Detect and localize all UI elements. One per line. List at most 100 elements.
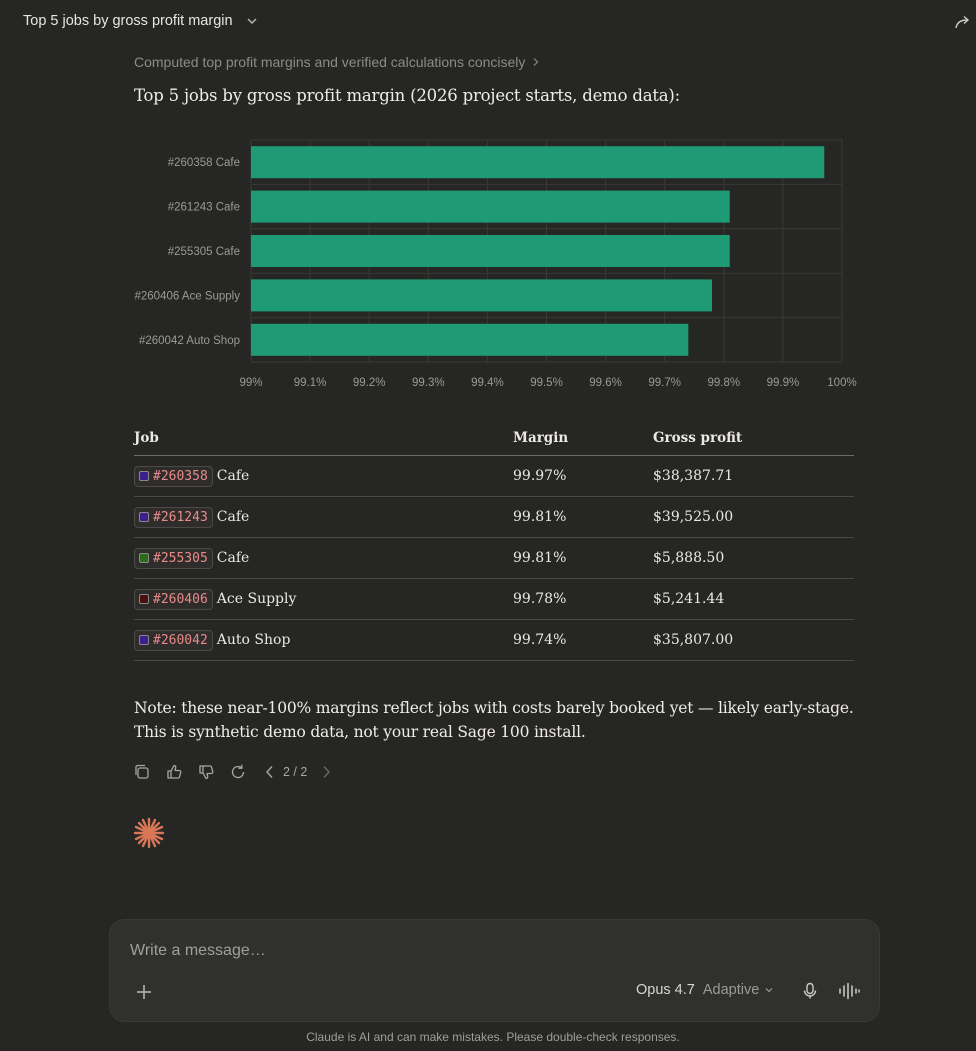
retry-button[interactable]: [229, 763, 247, 781]
table-row: #261243 Cafe 99.81% $39,525.00: [134, 496, 854, 538]
category-label: #260406 Ace Supply: [134, 290, 240, 302]
margin-cell: 99.74%: [513, 619, 653, 661]
margin-cell: 99.81%: [513, 496, 653, 538]
x-tick-label: 99.5%: [530, 377, 563, 389]
job-cell: #255305 Cafe: [134, 537, 513, 579]
previous-version-button[interactable]: [261, 763, 279, 781]
category-label: #260042 Auto Shop: [139, 335, 240, 347]
job-id-tag: #260406: [134, 588, 213, 610]
chart-bar: [251, 323, 689, 356]
x-tick-label: 99.4%: [471, 377, 504, 389]
category-label: #260358 Cafe: [168, 157, 240, 169]
x-tick-label: 99.7%: [648, 377, 681, 389]
x-tick-label: 99.8%: [707, 377, 740, 389]
share-icon[interactable]: [954, 13, 972, 31]
x-tick-label: 100%: [827, 377, 856, 389]
x-tick-label: 99.3%: [412, 377, 445, 389]
gross-profit-cell: $5,241.44: [653, 578, 854, 620]
color-swatch: [139, 553, 149, 563]
note-line: This is synthetic demo data, not your re…: [134, 723, 586, 741]
chart-bar: [251, 235, 730, 267]
color-swatch: [139, 471, 149, 481]
thumbs-up-icon: [167, 764, 182, 779]
job-client: Cafe: [216, 509, 250, 525]
gross-profit-cell: $38,387.71: [653, 455, 854, 497]
claude-spark-icon: [133, 817, 165, 849]
add-attachment-icon[interactable]: [134, 982, 154, 1002]
thumbs-up-button[interactable]: [165, 763, 183, 781]
job-id-tag: #260042: [134, 629, 213, 651]
top-bar: Top 5 jobs by gross profit margin: [0, 0, 976, 44]
margin-bar-chart: #260358 Cafe #261243 Cafe #255305 Cafe #260…: [134, 139, 857, 389]
chevron-right-icon: [533, 58, 539, 66]
chevron-down-icon[interactable]: [246, 15, 258, 27]
job-id: #255305: [153, 550, 208, 566]
table-row: #260042 Auto Shop 99.74% $35,807.00: [134, 619, 854, 661]
chart-bar: [251, 146, 825, 179]
microphone-icon[interactable]: [801, 982, 819, 1000]
job-id: #260406: [153, 591, 208, 607]
message-input[interactable]: [130, 942, 730, 960]
job-client: Ace Supply: [216, 591, 297, 607]
table-row: #260358 Cafe 99.97% $38,387.71: [134, 455, 854, 497]
margin-cell: 99.97%: [513, 455, 653, 497]
x-tick-label: 99.6%: [589, 377, 622, 389]
message-intro: Top 5 jobs by gross profit margin (2026 …: [134, 86, 681, 105]
next-version-button[interactable]: [317, 763, 335, 781]
message-actions: 2 / 2: [133, 762, 349, 782]
job-id-tag: #255305: [134, 547, 213, 569]
version-pager: 2 / 2: [283, 765, 308, 779]
margin-cell: 99.78%: [513, 578, 653, 620]
header-job: Job: [134, 420, 513, 456]
color-swatch: [139, 594, 149, 604]
header-gross-profit: Gross profit: [653, 420, 854, 456]
disclaimer: Claude is AI and can make mistakes. Plea…: [306, 1030, 680, 1044]
x-tick-label: 99.9%: [767, 377, 800, 389]
model-mode: Adaptive: [702, 982, 760, 998]
category-label: #261243 Cafe: [168, 202, 240, 214]
chart-bar: [251, 190, 730, 223]
chevron-down-icon: [765, 988, 773, 993]
margin-cell: 99.81%: [513, 537, 653, 579]
category-label: #255305 Cafe: [168, 246, 240, 258]
job-id-tag: #260358: [134, 465, 213, 487]
chart-bar: [251, 279, 712, 312]
job-id: #261243: [153, 509, 208, 525]
color-swatch: [139, 512, 149, 522]
table-header-row: Job Margin Gross profit: [134, 420, 854, 456]
model-selector[interactable]: Opus 4.7 Adaptive: [636, 982, 774, 998]
job-cell: #260358 Cafe: [134, 455, 513, 497]
job-cell: #260406 Ace Supply: [134, 578, 513, 620]
copy-button[interactable]: [133, 763, 151, 781]
gross-profit-cell: $35,807.00: [653, 619, 854, 661]
table-row: #260406 Ace Supply 99.78% $5,241.44: [134, 578, 854, 620]
x-tick-label: 99.1%: [294, 377, 327, 389]
retry-icon: [231, 764, 245, 779]
copy-icon: [135, 764, 149, 779]
thumbs-down-icon: [199, 765, 214, 780]
x-tick-label: 99%: [239, 377, 262, 389]
thumbs-down-button[interactable]: [197, 763, 215, 781]
table-row: #255305 Cafe 99.81% $5,888.50: [134, 537, 854, 579]
chevron-right-icon: [323, 766, 331, 778]
message-composer: Opus 4.7 Adaptive: [109, 919, 880, 1022]
model-name: Opus 4.7: [636, 982, 695, 998]
jobs-table: Job Margin Gross profit #260358 Cafe 99.9…: [134, 420, 854, 661]
job-client: Auto Shop: [216, 632, 291, 648]
thinking-summary[interactable]: Computed top profit margins and verified…: [134, 54, 541, 70]
job-id: #260358: [153, 468, 208, 484]
color-swatch: [139, 635, 149, 645]
gross-profit-cell: $5,888.50: [653, 537, 854, 579]
job-id-tag: #261243: [134, 506, 213, 528]
job-cell: #261243 Cafe: [134, 496, 513, 538]
note-line: Note: these near-100% margins reflect jo…: [134, 699, 854, 717]
x-tick-label: 99.2%: [353, 377, 386, 389]
header-margin: Margin: [513, 420, 653, 456]
message-note: Note: these near-100% margins reflect jo…: [134, 696, 854, 744]
job-client: Cafe: [216, 550, 250, 566]
voice-mode-icon[interactable]: [838, 982, 860, 1000]
conversation-title[interactable]: Top 5 jobs by gross profit margin: [23, 13, 233, 29]
job-client: Cafe: [216, 468, 250, 484]
thinking-label: Computed top profit margins and verified…: [134, 54, 526, 70]
gross-profit-cell: $39,525.00: [653, 496, 854, 538]
